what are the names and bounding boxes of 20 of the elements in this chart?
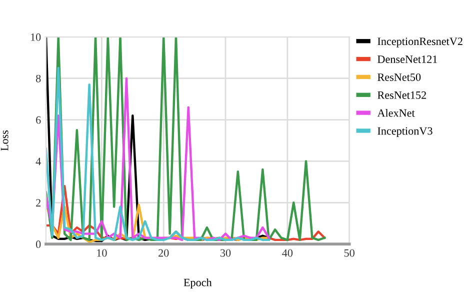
x-tick-label: 20 [158,249,169,257]
y-tick-label: 10 [30,33,41,41]
x-tick-label: 30 [220,249,231,257]
y-tick-label: 2 [36,199,41,206]
x-tick-label: 40 [282,249,293,257]
y-tick-label: 0 [36,240,41,248]
y-tick-label: 4 [36,158,41,166]
legend-label: InceptionV3 [378,127,432,137]
y-tick-label: 8 [36,74,41,82]
legend-label: AlexNet [377,108,415,117]
legend-label: DenseNet121 [378,56,438,64]
x-axis-title: Epoch [184,278,212,289]
legend-label: ResNet152 [378,91,426,99]
line-series [46,36,326,242]
legend-label: InceptionResnetV2 [378,38,462,48]
x-tick-label: 10 [97,249,107,257]
legend-label: ResNet50 [378,73,421,81]
y-tick-label: 6 [36,116,41,124]
y-axis-title: Loss [0,130,8,151]
x-tick-label: 50 [344,249,354,257]
